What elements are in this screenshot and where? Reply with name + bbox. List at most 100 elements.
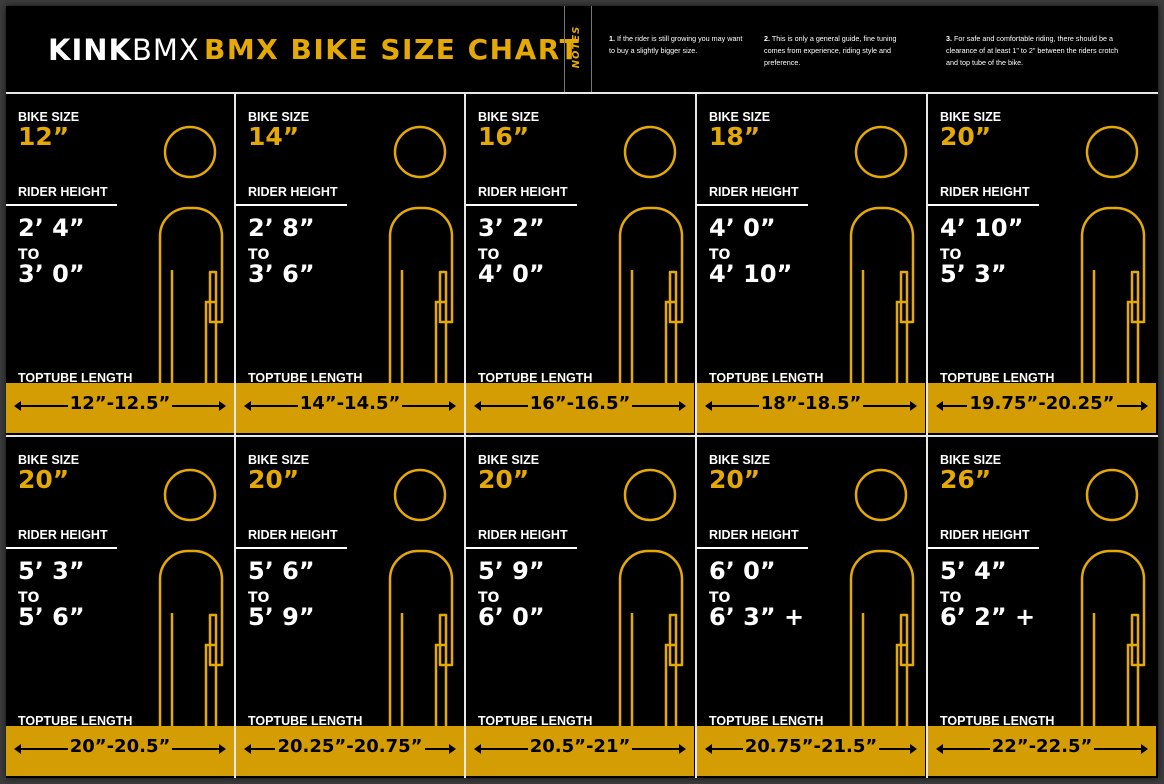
toptube-band: 20.75”-21.5” (697, 726, 925, 776)
notes-divider: NOTES (564, 6, 592, 92)
height-to-label: TO (478, 247, 500, 263)
note-1: 1. If the rider is still growing you may… (609, 33, 749, 57)
bike-size-value: 20” (709, 465, 761, 494)
grid-line-horizontal (6, 92, 1158, 94)
toptube-range-value: 16”-16.5” (527, 393, 633, 414)
toptube-range-value: 18”-18.5” (758, 393, 864, 414)
rider-height-underline (928, 204, 1039, 206)
size-card: BIKE SIZE 12” RIDER HEIGHT 2’ 4” TO 3’ 0” TOPT… (6, 94, 234, 433)
rider-height-underline (236, 547, 347, 549)
note-3-number: 3. (946, 34, 952, 43)
height-to: 5’ 3” (940, 260, 1007, 288)
height-from: 6’ 0” (709, 557, 776, 585)
toptube-band: 20.25”-20.75” (236, 726, 464, 776)
grid-line-vertical (926, 92, 928, 778)
rider-figure-icon (827, 465, 925, 731)
toptube-length-label: TOPTUBE LENGTH (478, 371, 593, 385)
size-card: BIKE SIZE 20” RIDER HEIGHT 6’ 0” TO 6’ 3” + TO… (697, 437, 925, 776)
bike-size-label: BIKE SIZE (248, 453, 310, 467)
height-to: 3’ 6” (248, 260, 315, 288)
height-from: 3’ 2” (478, 214, 545, 242)
size-card: BIKE SIZE 14” RIDER HEIGHT 2’ 8” TO 3’ 6” TOPT… (236, 94, 464, 433)
note-2: 2. This is only a general guide, fine tu… (764, 33, 914, 69)
rider-height-label: RIDER HEIGHT (709, 528, 799, 542)
height-to-label: TO (709, 590, 731, 606)
rider-height-label: RIDER HEIGHT (18, 185, 108, 199)
bike-size-value: 12” (18, 122, 70, 151)
rider-height-underline (236, 204, 347, 206)
toptube-range-value: 20.5”-21” (527, 736, 633, 757)
toptube-range: 19.75”-20.25” (928, 393, 1156, 414)
height-to-label: TO (18, 590, 40, 606)
toptube-length-label: TOPTUBE LENGTH (940, 714, 1055, 728)
height-to-label: TO (478, 590, 500, 606)
height-to: 6’ 2” + (940, 603, 1036, 631)
toptube-band: 12”-12.5” (6, 383, 234, 433)
bike-size-value: 20” (248, 465, 300, 494)
rider-height-underline (6, 204, 117, 206)
bike-size-label: BIKE SIZE (18, 110, 80, 124)
height-to: 5’ 6” (18, 603, 85, 631)
note-2-text: This is only a general guide, fine tunin… (764, 34, 897, 67)
rider-height-label: RIDER HEIGHT (478, 185, 568, 199)
logo-bmx: BMX (132, 33, 200, 67)
height-to: 5’ 9” (248, 603, 315, 631)
height-to-label: TO (18, 247, 40, 263)
bike-size-label: BIKE SIZE (478, 453, 540, 467)
toptube-range-value: 20”-20.5” (67, 736, 173, 757)
size-card: BIKE SIZE 20” RIDER HEIGHT 4’ 10” TO 5’ 3” TOP… (928, 94, 1156, 433)
toptube-length-label: TOPTUBE LENGTH (940, 371, 1055, 385)
rider-figure-icon (596, 465, 694, 731)
toptube-range: 18”-18.5” (697, 393, 925, 414)
rider-figure-icon (1058, 122, 1156, 388)
toptube-length-label: TOPTUBE LENGTH (18, 371, 133, 385)
toptube-range-value: 12”-12.5” (67, 393, 173, 414)
page-title: BMX BIKE SIZE CHART (204, 33, 581, 66)
height-to: 6’ 3” + (709, 603, 805, 631)
rider-height-label: RIDER HEIGHT (478, 528, 568, 542)
rider-figure-icon (366, 122, 464, 388)
toptube-range-value: 20.25”-20.75” (275, 736, 425, 757)
rider-figure-icon (136, 122, 234, 388)
grid-line-vertical (234, 92, 236, 778)
toptube-band: 14”-14.5” (236, 383, 464, 433)
rider-height-label: RIDER HEIGHT (940, 185, 1030, 199)
rider-height-label: RIDER HEIGHT (248, 528, 338, 542)
toptube-band: 19.75”-20.25” (928, 383, 1156, 433)
brand-logo: KINK BMX (48, 32, 200, 68)
toptube-length-label: TOPTUBE LENGTH (248, 714, 363, 728)
grid-line-vertical (695, 92, 697, 778)
toptube-length-label: TOPTUBE LENGTH (248, 371, 363, 385)
note-2-number: 2. (764, 34, 770, 43)
height-from: 4’ 0” (709, 214, 776, 242)
size-card: BIKE SIZE 20” RIDER HEIGHT 5’ 9” TO 6’ 0” TOPT… (466, 437, 694, 776)
toptube-length-label: TOPTUBE LENGTH (478, 714, 593, 728)
height-from: 5’ 4” (940, 557, 1007, 585)
size-card: BIKE SIZE 18” RIDER HEIGHT 4’ 0” TO 4’ 10” TOP… (697, 94, 925, 433)
rider-figure-icon (596, 122, 694, 388)
toptube-range-value: 22”-22.5” (989, 736, 1095, 757)
bike-size-value: 20” (18, 465, 70, 494)
rider-height-label: RIDER HEIGHT (18, 528, 108, 542)
toptube-range-value: 14”-14.5” (297, 393, 403, 414)
size-card: BIKE SIZE 16” RIDER HEIGHT 3’ 2” TO 4’ 0” TOPT… (466, 94, 694, 433)
toptube-range: 12”-12.5” (6, 393, 234, 414)
size-card: BIKE SIZE 26” RIDER HEIGHT 5’ 4” TO 6’ 2” + TO… (928, 437, 1156, 776)
height-to-label: TO (248, 590, 270, 606)
height-to-label: TO (709, 247, 731, 263)
toptube-range-value: 20.75”-21.5” (742, 736, 880, 757)
height-to-label: TO (940, 590, 962, 606)
note-3-text: For safe and comfortable riding, there s… (946, 34, 1119, 67)
bike-size-value: 14” (248, 122, 300, 151)
bike-size-value: 26” (940, 465, 992, 494)
rider-height-underline (697, 547, 808, 549)
bike-size-label: BIKE SIZE (709, 453, 771, 467)
bike-size-value: 20” (940, 122, 992, 151)
bike-size-value: 16” (478, 122, 530, 151)
height-to: 4’ 0” (478, 260, 545, 288)
toptube-range-value: 19.75”-20.25” (967, 393, 1117, 414)
height-from: 2’ 8” (248, 214, 315, 242)
header: KINK BMX BMX BIKE SIZE CHART NOTES 1. If … (6, 6, 1158, 92)
rider-height-underline (466, 547, 577, 549)
toptube-range: 20”-20.5” (6, 736, 234, 757)
